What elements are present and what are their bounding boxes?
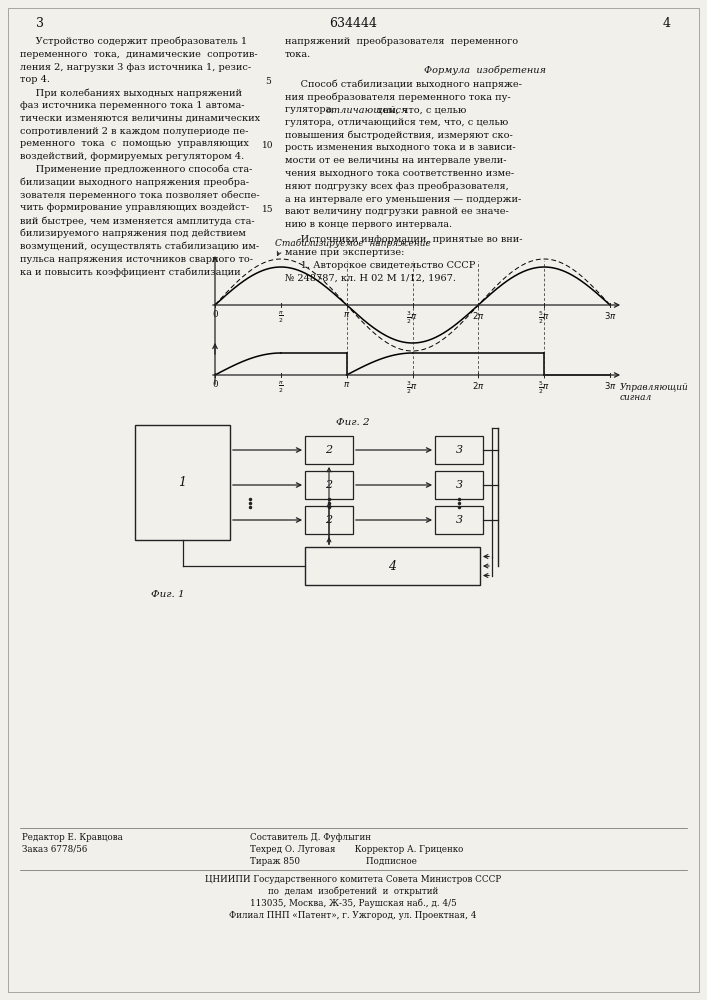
Text: ка и повысить коэффициент стабилизации: ка и повысить коэффициент стабилизации <box>20 267 240 277</box>
Bar <box>305 436 353 464</box>
Text: 1: 1 <box>178 476 187 489</box>
Text: Устройство содержит преобразователь 1: Устройство содержит преобразователь 1 <box>20 37 247 46</box>
Text: Управляющий: Управляющий <box>620 383 689 392</box>
Text: Тираж 850                        Подписное: Тираж 850 Подписное <box>250 857 417 866</box>
Text: сопротивлений 2 в каждом полупериоде пе-: сопротивлений 2 в каждом полупериоде пе- <box>20 127 248 136</box>
Text: Заказ 6778/56: Заказ 6778/56 <box>22 845 88 854</box>
Text: Способ стабилизации выходного напряже-: Способ стабилизации выходного напряже- <box>285 79 522 89</box>
Text: 2: 2 <box>325 480 332 490</box>
Text: напряжений  преобразователя  переменного: напряжений преобразователя переменного <box>285 37 518 46</box>
Text: Фиг. 1: Фиг. 1 <box>151 590 185 599</box>
Text: Составитель Д. Фуфлыгин: Составитель Д. Фуфлыгин <box>250 833 371 842</box>
Text: Формула  изобретения: Формула изобретения <box>424 66 546 75</box>
Text: 2: 2 <box>325 445 332 455</box>
Text: $\frac{5}{2}\pi$: $\frac{5}{2}\pi$ <box>538 310 550 326</box>
Text: 3: 3 <box>36 17 44 30</box>
Text: тем, что, с целью: тем, что, с целью <box>374 105 467 114</box>
Text: 10: 10 <box>262 141 274 150</box>
Text: повышения быстродействия, измеряют ско-: повышения быстродействия, измеряют ско- <box>285 131 513 140</box>
Text: нию в конце первого интервала.: нию в конце первого интервала. <box>285 220 452 229</box>
Text: тически изменяются величины динамических: тически изменяются величины динамических <box>20 114 260 123</box>
Text: тор 4.: тор 4. <box>20 75 50 84</box>
Text: 5: 5 <box>265 77 271 86</box>
Text: Фиг. 2: Фиг. 2 <box>337 418 370 427</box>
Text: ния преобразователя переменного тока пу-: ния преобразователя переменного тока пу- <box>285 92 510 102</box>
Bar <box>435 436 483 464</box>
Text: возмущений, осуществлять стабилизацию им-: возмущений, осуществлять стабилизацию им… <box>20 242 259 251</box>
Text: $3\pi$: $3\pi$ <box>604 380 617 391</box>
Text: 2: 2 <box>325 515 332 525</box>
Text: а на интервале его уменьшения — поддержи-: а на интервале его уменьшения — поддержи… <box>285 195 521 204</box>
Text: воздействий, формируемых регулятором 4.: воздействий, формируемых регулятором 4. <box>20 152 244 161</box>
Text: $\pi$: $\pi$ <box>343 380 351 389</box>
Text: $2\pi$: $2\pi$ <box>472 380 485 391</box>
Text: $\frac{\pi}{2}$: $\frac{\pi}{2}$ <box>278 310 284 325</box>
Text: Стабилизируемое  напряжение: Стабилизируемое напряжение <box>275 238 431 248</box>
Text: 4: 4 <box>389 560 397 572</box>
Text: сигнал: сигнал <box>620 393 653 402</box>
Text: Филиал ПНП «Патент», г. Ужгород, ул. Проектная, 4: Филиал ПНП «Патент», г. Ужгород, ул. Про… <box>229 911 477 920</box>
Bar <box>305 506 353 534</box>
Text: тока.: тока. <box>285 50 311 59</box>
Text: пульса напряжения источников сварного то-: пульса напряжения источников сварного то… <box>20 255 253 264</box>
Text: 634444: 634444 <box>329 17 377 30</box>
Bar <box>305 471 353 499</box>
Text: вают величину подгрузки равной ее значе-: вают величину подгрузки равной ее значе- <box>285 207 509 216</box>
Text: гулятора,: гулятора, <box>285 105 338 114</box>
Text: 15: 15 <box>262 205 274 214</box>
Text: по  делам  изобретений  и  открытий: по делам изобретений и открытий <box>268 887 438 896</box>
Text: $2\pi$: $2\pi$ <box>472 310 485 321</box>
Bar <box>435 471 483 499</box>
Text: отличающийся: отличающийся <box>325 105 408 114</box>
Text: няют подгрузку всех фаз преобразователя,: няют подгрузку всех фаз преобразователя, <box>285 182 509 191</box>
Text: 0: 0 <box>212 310 218 319</box>
Text: мание при экспертизе:: мание при экспертизе: <box>285 248 404 257</box>
Text: мости от ее величины на интервале увели-: мости от ее величины на интервале увели- <box>285 156 506 165</box>
Text: 0: 0 <box>212 380 218 389</box>
Text: ЦНИИПИ Государственного комитета Совета Министров СССР: ЦНИИПИ Государственного комитета Совета … <box>205 875 501 884</box>
Text: переменного  тока,  динамические  сопротив-: переменного тока, динамические сопротив- <box>20 50 257 59</box>
Text: 1. Авторское свидетельство СССР: 1. Авторское свидетельство СССР <box>285 261 475 270</box>
Text: 3: 3 <box>455 445 462 455</box>
Text: 113035, Москва, Ж-35, Раушская наб., д. 4/5: 113035, Москва, Ж-35, Раушская наб., д. … <box>250 899 456 908</box>
Text: чить формирование управляющих воздейст-: чить формирование управляющих воздейст- <box>20 203 249 212</box>
Text: чения выходного тока соответственно изме-: чения выходного тока соответственно изме… <box>285 169 514 178</box>
Text: Техред О. Луговая       Корректор А. Гриценко: Техред О. Луговая Корректор А. Гриценко <box>250 845 463 854</box>
Text: Редактор Е. Кравцова: Редактор Е. Кравцова <box>22 833 123 842</box>
Text: $\frac{3}{2}\pi$: $\frac{3}{2}\pi$ <box>407 380 419 396</box>
Text: зователя переменного тока позволяет обеспе-: зователя переменного тока позволяет обес… <box>20 191 259 200</box>
Text: $\frac{3}{2}\pi$: $\frac{3}{2}\pi$ <box>407 310 419 326</box>
Text: билизации выходного напряжения преобра-: билизации выходного напряжения преобра- <box>20 178 249 187</box>
Bar <box>135 425 230 540</box>
Text: 3: 3 <box>455 515 462 525</box>
Text: ременного  тока  с  помощью  управляющих: ременного тока с помощью управляющих <box>20 139 249 148</box>
Text: ления 2, нагрузки 3 фаз источника 1, резис-: ления 2, нагрузки 3 фаз источника 1, рез… <box>20 63 251 72</box>
Text: вий быстрее, чем изменяется амплитуда ста-: вий быстрее, чем изменяется амплитуда ст… <box>20 216 255 226</box>
Text: 4: 4 <box>663 17 671 30</box>
Text: фаз источника переменного тока 1 автома-: фаз источника переменного тока 1 автома- <box>20 101 245 110</box>
Text: $\pi$: $\pi$ <box>343 310 351 319</box>
Text: $\frac{5}{2}\pi$: $\frac{5}{2}\pi$ <box>538 380 550 396</box>
Text: $\frac{\pi}{2}$: $\frac{\pi}{2}$ <box>278 380 284 395</box>
Text: При колебаниях выходных напряжений: При колебаниях выходных напряжений <box>20 88 242 98</box>
Text: рость изменения выходного тока и в зависи-: рость изменения выходного тока и в завис… <box>285 143 515 152</box>
Text: Применение предложенного способа ста-: Применение предложенного способа ста- <box>20 165 252 174</box>
Text: билизируемого напряжения под действием: билизируемого напряжения под действием <box>20 229 246 238</box>
Text: № 248787, кл. Н 02 М 1/12, 1967.: № 248787, кл. Н 02 М 1/12, 1967. <box>285 273 456 282</box>
Text: $3\pi$: $3\pi$ <box>604 310 617 321</box>
Text: Источники информации, принятые во вни-: Источники информации, принятые во вни- <box>285 235 522 244</box>
Bar <box>305 547 480 585</box>
Text: 3: 3 <box>455 480 462 490</box>
Text: гулятора, отличающийся тем, что, с целью: гулятора, отличающийся тем, что, с целью <box>285 118 508 127</box>
Bar <box>435 506 483 534</box>
